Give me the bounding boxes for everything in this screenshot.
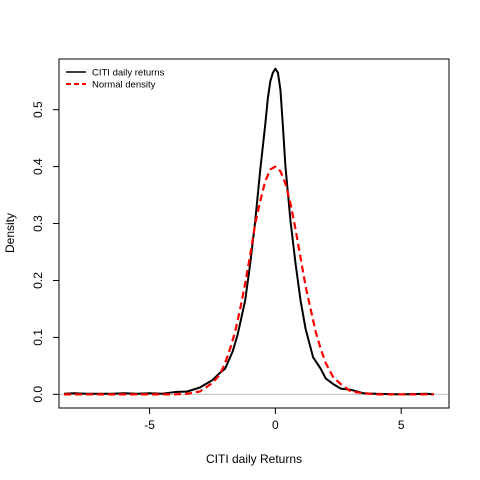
y-axis-title: Density bbox=[3, 213, 17, 253]
x-tick-label-1: 0 bbox=[272, 418, 279, 432]
y-tick-label-2: 0.2 bbox=[31, 272, 45, 289]
legend-label-0: CITI daily returns bbox=[92, 68, 165, 79]
y-tick-label-5: 0.5 bbox=[31, 101, 45, 118]
y-axis: 0.0 0.1 0.2 0.3 0.4 0.5 bbox=[31, 101, 59, 403]
series-line-0 bbox=[63, 67, 434, 396]
plot-frame bbox=[58, 58, 450, 409]
x-tick-label-0: -5 bbox=[144, 418, 155, 432]
y-tick-label-3: 0.3 bbox=[31, 215, 45, 232]
y-tick-label-4: 0.4 bbox=[31, 158, 45, 175]
series-line-1 bbox=[64, 165, 434, 396]
legend-label-1: Normal density bbox=[92, 80, 156, 91]
x-axis-title: CITI daily Returns bbox=[206, 452, 302, 466]
series-layer bbox=[63, 67, 434, 396]
legend: CITI daily returns Normal density bbox=[66, 68, 165, 91]
x-axis: -5 0 5 bbox=[144, 408, 405, 432]
x-tick-label-2: 5 bbox=[398, 418, 405, 432]
y-tick-label-1: 0.1 bbox=[31, 329, 45, 346]
y-tick-label-0: 0.0 bbox=[31, 386, 45, 403]
